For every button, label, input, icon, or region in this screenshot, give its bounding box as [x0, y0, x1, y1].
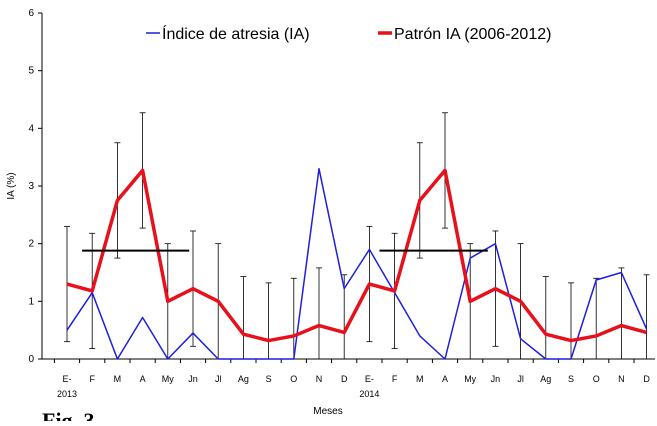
x-tick-label: Ag — [540, 374, 551, 384]
x-year-label: 2014 — [359, 389, 379, 399]
y-axis-label: IA (%) — [6, 172, 17, 199]
y-tick-label: 2 — [28, 239, 34, 250]
x-tick-label: S — [568, 374, 574, 384]
x-tick-label: E- — [365, 374, 374, 384]
y-tick-label: 0 — [28, 354, 34, 365]
x-tick-label: O — [593, 374, 600, 384]
x-year-label: 2013 — [57, 389, 77, 399]
x-tick-label: Jn — [491, 374, 501, 384]
x-tick-label: My — [162, 374, 174, 384]
y-tick-label: 5 — [28, 66, 34, 77]
legend-label: Índice de atresia (IA) — [162, 24, 310, 43]
y-tick-label: 1 — [28, 296, 34, 307]
x-tick-label: E- — [63, 374, 72, 384]
legend-label: Patrón IA (2006-2012) — [394, 26, 551, 43]
y-tick-label: 6 — [28, 8, 34, 19]
x-tick-label: F — [392, 374, 398, 384]
x-tick-label: O — [290, 374, 297, 384]
x-tick-label: M — [416, 374, 424, 384]
y-tick-label: 4 — [28, 123, 34, 134]
x-tick-label: S — [266, 374, 272, 384]
x-tick-label: N — [316, 374, 323, 384]
x-tick-label: Jn — [188, 374, 198, 384]
x-tick-label: D — [341, 374, 348, 384]
x-tick-label: Ag — [238, 374, 249, 384]
x-tick-label: N — [618, 374, 625, 384]
x-tick-label: A — [140, 374, 146, 384]
x-axis-label: Meses — [313, 406, 342, 417]
series-line — [66, 167, 648, 360]
x-tick-label: F — [89, 374, 95, 384]
x-tick-label: Jl — [215, 374, 222, 384]
x-tick-label: Jl — [517, 374, 524, 384]
x-tick-label: My — [464, 374, 476, 384]
x-tick-label: M — [114, 374, 122, 384]
y-tick-label: 3 — [28, 181, 34, 192]
caption: Fig. 3 — [42, 408, 95, 421]
series-line — [66, 168, 648, 343]
x-tick-label: A — [442, 374, 448, 384]
x-tick-label: D — [643, 374, 650, 384]
